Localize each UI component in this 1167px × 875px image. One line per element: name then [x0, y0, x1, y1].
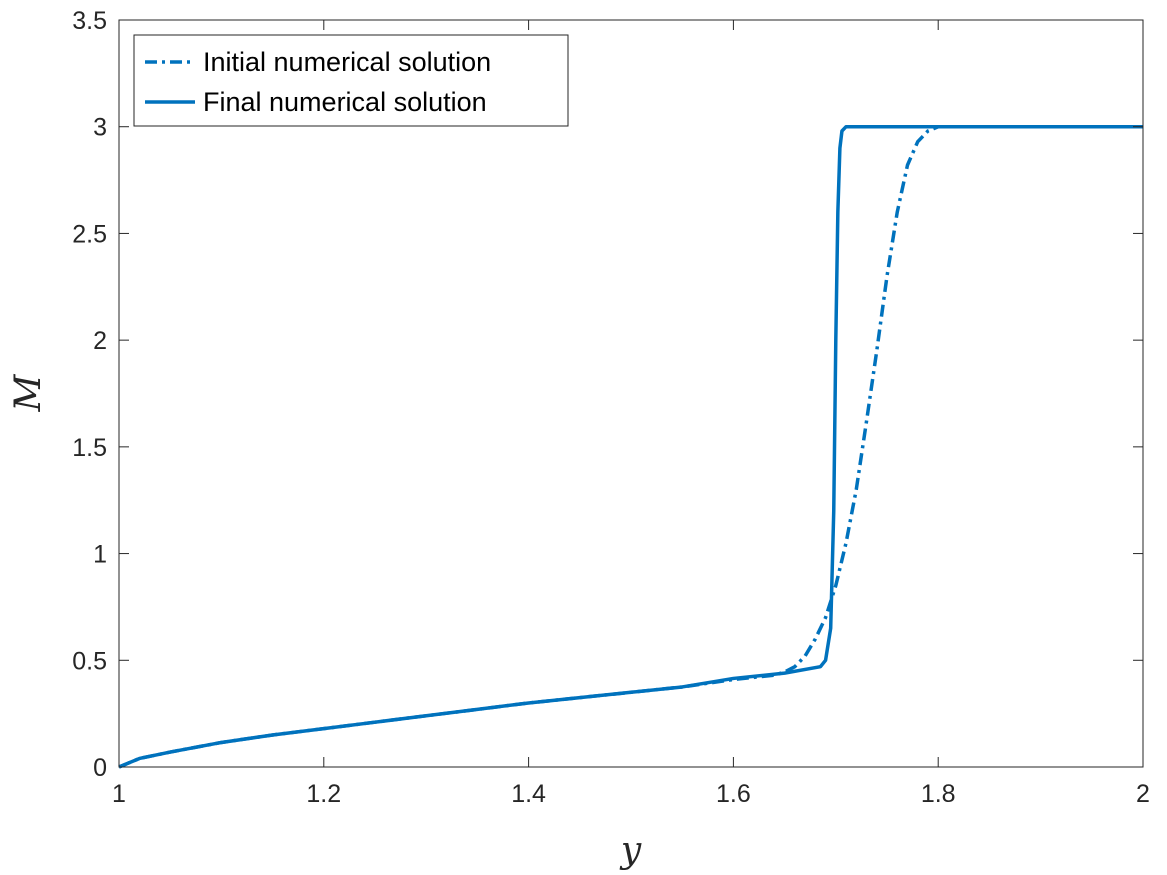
legend-label-final: Final numerical solution	[203, 87, 487, 117]
y-tick-label: 0	[93, 754, 107, 782]
y-tick-label: 3.5	[72, 7, 107, 35]
x-axis-title: y	[619, 830, 642, 871]
x-tick-label: 1.4	[511, 780, 546, 808]
x-tick-label: 1	[112, 780, 126, 808]
axes-box	[118, 19, 1144, 768]
y-tick-label: 1.5	[72, 434, 107, 462]
legend: Initial numerical solution Final numeric…	[133, 34, 569, 127]
legend-label-initial: Initial numerical solution	[203, 47, 491, 77]
series-line-final	[118, 124, 1143, 769]
x-tick-label: 1.6	[716, 780, 751, 808]
y-tick-label: 2.5	[72, 220, 107, 248]
x-tick-label: 2	[1136, 780, 1150, 808]
legend-box	[133, 34, 569, 127]
series-layer	[118, 124, 1143, 769]
y-tick-label: 2	[93, 327, 107, 355]
y-axis-title: M	[8, 373, 49, 412]
tick-layer: 1 1.2 1.4 1.6 1.8 2 0 0.5 1 1.5 2 2.5 3 3.5	[72, 7, 1150, 808]
plot-area	[119, 20, 1143, 767]
y-tick-label: 0.5	[72, 647, 107, 675]
x-tick-label: 1.8	[921, 780, 956, 808]
x-tick-label: 1.2	[306, 780, 341, 808]
y-tick-label: 1	[93, 541, 107, 569]
y-tick-label: 3	[93, 114, 107, 142]
